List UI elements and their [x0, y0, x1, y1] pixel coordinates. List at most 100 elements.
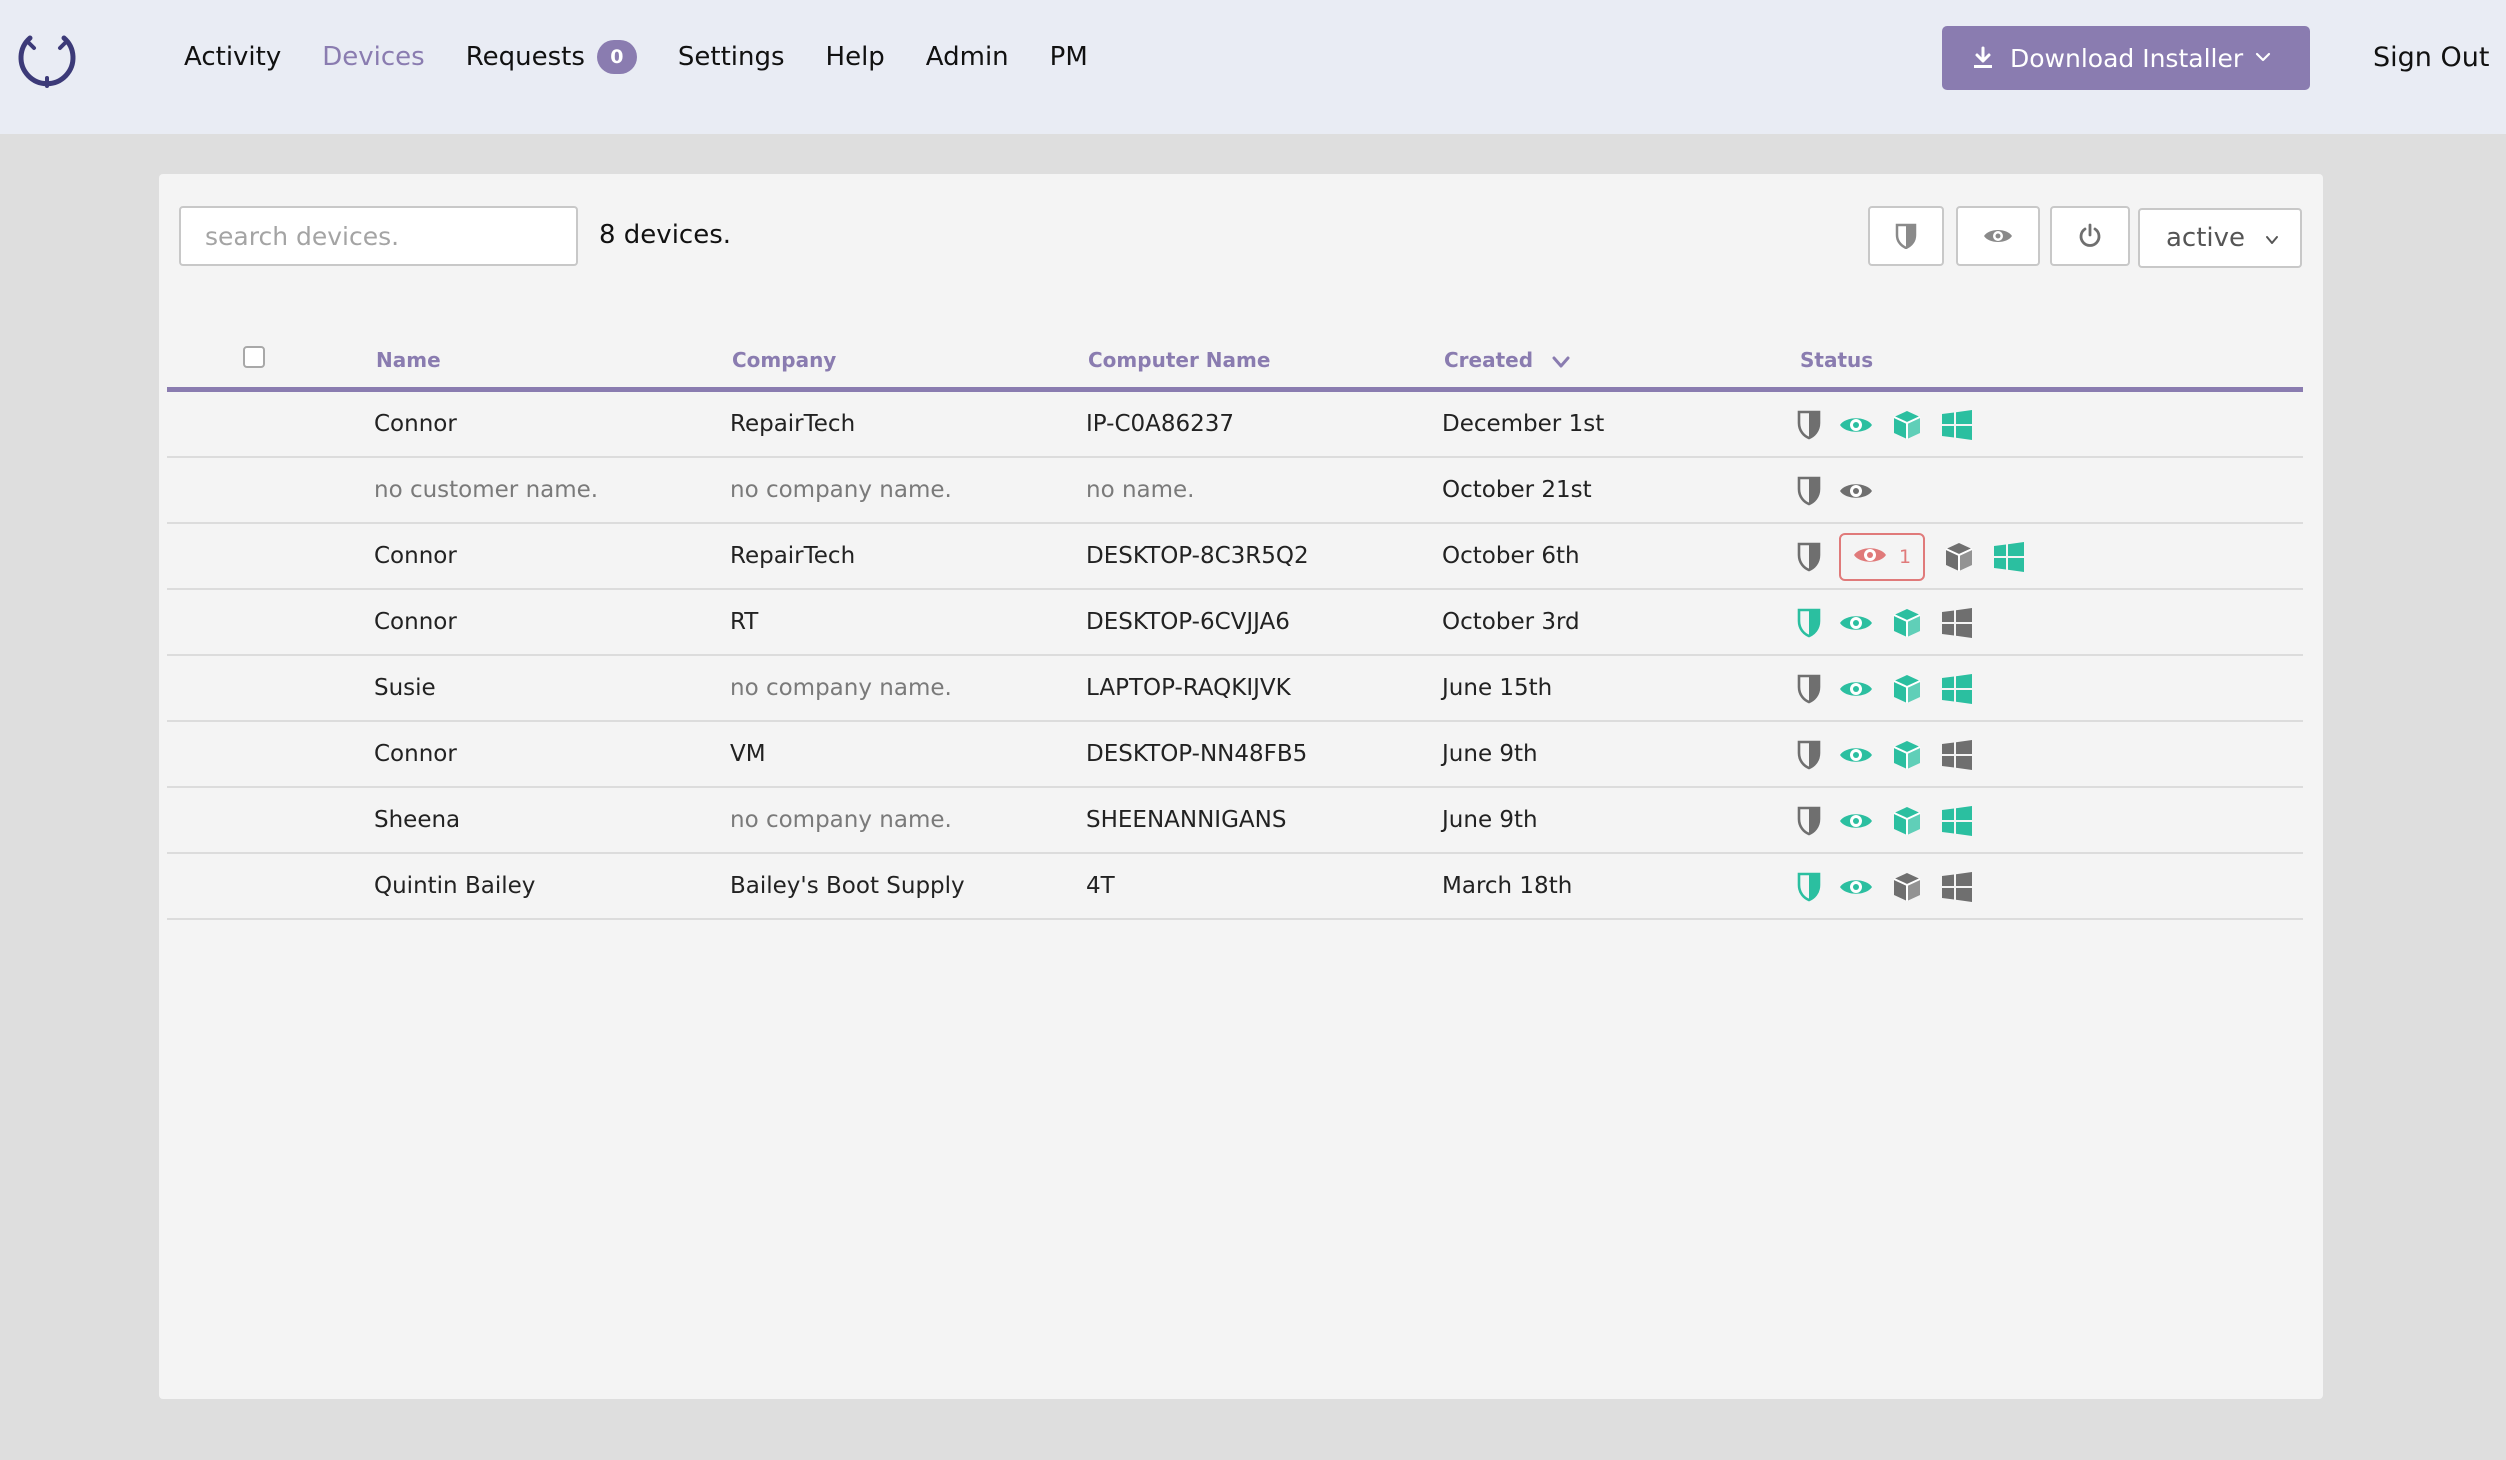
nav-settings-label: Settings	[677, 42, 785, 72]
table-body: Connor RepairTech IP-C0A86237 December 1st n…	[167, 392, 2303, 920]
cell-created: June 15th	[1442, 675, 1553, 701]
windows-icon[interactable]	[1941, 410, 1973, 440]
cell-created: October 3rd	[1442, 609, 1580, 635]
select-all-checkbox[interactable]	[243, 346, 265, 368]
download-installer-label: Download Installer	[2010, 43, 2244, 73]
cube-icon[interactable]	[1891, 409, 1923, 441]
nav-help[interactable]: Help	[826, 42, 885, 72]
shield-icon[interactable]	[1797, 410, 1821, 440]
shield-icon[interactable]	[1797, 608, 1821, 638]
table-row[interactable]: Connor RT DESKTOP-6CVJJA6 October 3rd	[167, 590, 2303, 656]
table-row[interactable]: Quintin Bailey Bailey's Boot Supply 4T Marc…	[167, 854, 2303, 920]
top-navbar: Activity Devices Requests 0 Settings Help…	[0, 0, 2506, 134]
windows-icon[interactable]	[1941, 872, 1973, 902]
cell-name: Quintin Bailey	[374, 873, 536, 899]
devices-table: Name Company Computer Name Created Statu…	[167, 324, 2303, 920]
power-filter-button[interactable]	[2050, 206, 2130, 266]
cube-icon[interactable]	[1891, 805, 1923, 837]
alert-count: 1	[1899, 546, 1912, 568]
table-row[interactable]: Sheena no company name. SHEENANNIGANS June …	[167, 788, 2303, 854]
table-row[interactable]: Connor RepairTech DESKTOP-8C3R5Q2 October 6…	[167, 524, 2303, 590]
nav-activity[interactable]: Activity	[184, 42, 281, 72]
shield-icon[interactable]	[1797, 872, 1821, 902]
table-row[interactable]: Susie no company name. LAPTOP-RAQKIJVK June…	[167, 656, 2303, 722]
cell-created: October 6th	[1442, 543, 1580, 569]
windows-icon[interactable]	[1941, 608, 1973, 638]
cell-name: Connor	[374, 741, 457, 767]
status-filter-select[interactable]: active	[2138, 208, 2302, 268]
download-icon	[1974, 46, 1992, 68]
column-header-company[interactable]: Company	[732, 348, 837, 372]
shield-filter-button[interactable]	[1868, 206, 1944, 266]
eye-icon[interactable]	[1839, 876, 1873, 898]
status-filter-value: active	[2166, 223, 2246, 253]
nav-pm-label: PM	[1049, 42, 1088, 72]
shield-icon[interactable]	[1797, 476, 1821, 506]
cell-company: RT	[730, 609, 759, 635]
eye-icon[interactable]	[1839, 612, 1873, 634]
table-row[interactable]: no customer name. no company name. no name…	[167, 458, 2303, 524]
sign-out-link[interactable]: Sign Out	[2373, 42, 2490, 73]
table-header: Name Company Computer Name Created Statu…	[167, 324, 2303, 392]
chevron-down-icon	[1552, 356, 1570, 367]
cell-name: no customer name.	[374, 477, 599, 503]
cell-computer-name: 4T	[1086, 873, 1115, 899]
column-header-status: Status	[1800, 348, 1874, 372]
download-installer-button[interactable]: Download Installer	[1942, 26, 2310, 90]
search-input[interactable]	[179, 206, 578, 266]
windows-icon[interactable]	[1941, 674, 1973, 704]
eye-icon[interactable]	[1839, 810, 1873, 832]
nav-admin[interactable]: Admin	[926, 42, 1009, 72]
cell-computer-name: LAPTOP-RAQKIJVK	[1086, 675, 1291, 701]
nav-admin-label: Admin	[925, 42, 1009, 72]
cube-icon[interactable]	[1891, 673, 1923, 705]
eye-icon	[1853, 544, 1887, 570]
cell-status	[1797, 474, 1891, 508]
cell-status	[1797, 804, 1991, 838]
column-header-computer-name[interactable]: Computer Name	[1088, 348, 1271, 372]
table-row[interactable]: Connor RepairTech IP-C0A86237 December 1st	[167, 392, 2303, 458]
shield-icon[interactable]	[1797, 806, 1821, 836]
cell-name: Connor	[374, 411, 457, 437]
shield-icon[interactable]	[1797, 740, 1821, 770]
chevron-down-icon	[2266, 236, 2278, 244]
windows-icon[interactable]	[1941, 740, 1973, 770]
column-header-name[interactable]: Name	[376, 348, 441, 372]
windows-icon[interactable]	[1993, 542, 2025, 572]
cell-computer-name: IP-C0A86237	[1086, 411, 1235, 437]
cell-name: Connor	[374, 543, 457, 569]
cell-status	[1797, 738, 1991, 772]
nav-pm[interactable]: PM	[1050, 42, 1088, 72]
eye-icon[interactable]	[1839, 414, 1873, 436]
device-count: 8 devices.	[599, 220, 732, 250]
cell-created: March 18th	[1442, 873, 1573, 899]
cube-icon[interactable]	[1891, 871, 1923, 903]
eye-icon[interactable]	[1839, 678, 1873, 700]
cell-status	[1797, 408, 1991, 442]
chevron-down-icon[interactable]	[2254, 48, 2272, 66]
nav-devices[interactable]: Devices	[322, 42, 424, 72]
shield-icon[interactable]	[1797, 542, 1821, 572]
nav-settings[interactable]: Settings	[678, 42, 785, 72]
cell-created: June 9th	[1442, 741, 1538, 767]
shield-icon[interactable]	[1797, 674, 1821, 704]
table-row[interactable]: Connor VM DESKTOP-NN48FB5 June 9th	[167, 722, 2303, 788]
cell-name: Susie	[374, 675, 436, 701]
cube-icon[interactable]	[1891, 607, 1923, 639]
nav-requests[interactable]: Requests 0	[466, 40, 637, 74]
monitoring-alert-badge[interactable]: 1	[1839, 533, 1926, 581]
column-header-created[interactable]: Created	[1444, 348, 1570, 372]
eye-filter-button[interactable]	[1956, 206, 2040, 266]
logo-icon[interactable]	[14, 30, 80, 88]
cell-company: RepairTech	[730, 543, 856, 569]
cell-status	[1797, 870, 1991, 904]
cell-computer-name: DESKTOP-NN48FB5	[1086, 741, 1308, 767]
eye-icon[interactable]	[1839, 744, 1873, 766]
cell-name: Connor	[374, 609, 457, 635]
windows-icon[interactable]	[1941, 806, 1973, 836]
cell-company: no company name.	[730, 807, 952, 833]
nav-devices-label: Devices	[322, 42, 425, 72]
cube-icon[interactable]	[1943, 541, 1975, 573]
eye-icon[interactable]	[1839, 480, 1873, 502]
cube-icon[interactable]	[1891, 739, 1923, 771]
